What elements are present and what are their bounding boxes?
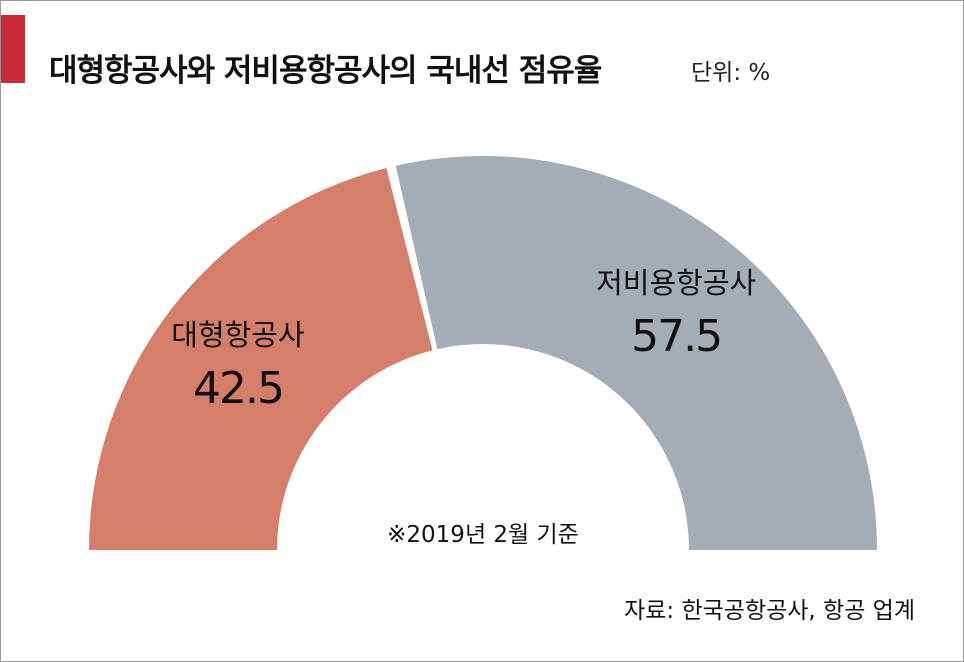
- source-credit: 자료: 한국공항공사, 항공 업계: [624, 598, 915, 624]
- slice-category-label: 저비용항공사: [596, 266, 756, 300]
- title-accent-bar: [1, 15, 25, 83]
- slice-value-label: 57.5: [631, 311, 721, 362]
- half-donut-chart: 대형항공사 42.5 저비용항공사 57.5 ※2019년 2월 기준: [89, 156, 877, 551]
- unit-label: 단위: %: [691, 60, 771, 86]
- slice-value-label: 42.5: [193, 363, 283, 414]
- chart-note: ※2019년 2월 기준: [387, 522, 579, 548]
- chart-title: 대형항공사와 저비용항공사의 국내선 점유율: [49, 53, 602, 89]
- slice-fsc: [89, 168, 433, 551]
- slice-category-label: 대형항공사: [171, 318, 304, 352]
- slice-lcc: [395, 156, 877, 550]
